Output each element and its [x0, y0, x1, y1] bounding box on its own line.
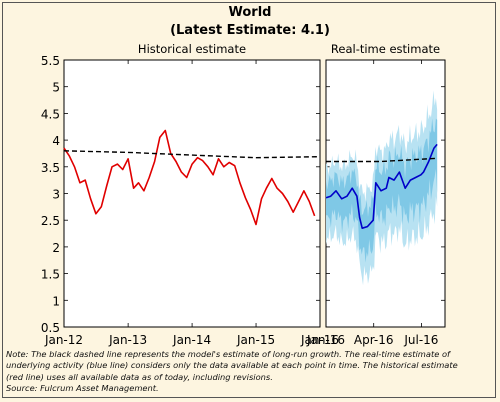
- panel-title: Historical estimate: [138, 42, 246, 56]
- x-tick-label: Jul-16: [403, 333, 438, 347]
- y-tick-label: 1: [52, 294, 60, 308]
- x-tick-label: Jan-16: [300, 333, 339, 347]
- x-tick-label: Jan-14: [172, 333, 211, 347]
- y-tick-label: 5: [52, 81, 60, 95]
- y-tick-label: 2.5: [41, 214, 60, 228]
- y-tick-label: 3.5: [41, 161, 60, 175]
- note-line-2: underlying activity (blue line) consider…: [6, 360, 458, 371]
- x-tick-label: Jan-12: [44, 333, 83, 347]
- y-tick-label: 1.5: [41, 268, 60, 282]
- y-tick-label: 5.5: [41, 54, 60, 68]
- y-tick-label: 4: [52, 134, 60, 148]
- long-run-growth-line: [326, 157, 438, 163]
- y-tick-label: 2: [52, 241, 60, 255]
- y-tick-label: 4.5: [41, 107, 60, 121]
- historical-estimate-line: [63, 129, 316, 226]
- chart-title: World: [228, 5, 272, 20]
- panel-title: Real-time estimate: [331, 42, 440, 56]
- chart-notes: Note: The black dashed line represents t…: [6, 349, 496, 395]
- chart-subtitle: (Latest Estimate: 4.1): [170, 23, 330, 38]
- panel-real-time: Real-time estimate Jan-16 Apr-16 Jul-16: [306, 42, 446, 347]
- note-line-1: Note: The black dashed line represents t…: [6, 349, 450, 359]
- panel-historical: Historical estimate 5.5 5 4.5 4 3.5 3 2.5 2 1.5 1 0…: [41, 42, 339, 347]
- real-time-estimate-line: [325, 143, 438, 229]
- x-tick-label: Apr-16: [354, 333, 394, 347]
- note-line-3: (red line) uses all available data as of…: [6, 371, 273, 382]
- x-tick-label: Jan-15: [236, 333, 275, 347]
- y-tick-label: 0.5: [41, 321, 60, 335]
- x-tick-label: Jan-13: [108, 333, 147, 347]
- x-tick-label: Jan-16: [306, 333, 345, 347]
- source-line: Source: Fulcrum Asset Management.: [6, 383, 159, 394]
- y-tick-label: 3: [52, 188, 60, 202]
- long-run-growth-line: [63, 150, 321, 159]
